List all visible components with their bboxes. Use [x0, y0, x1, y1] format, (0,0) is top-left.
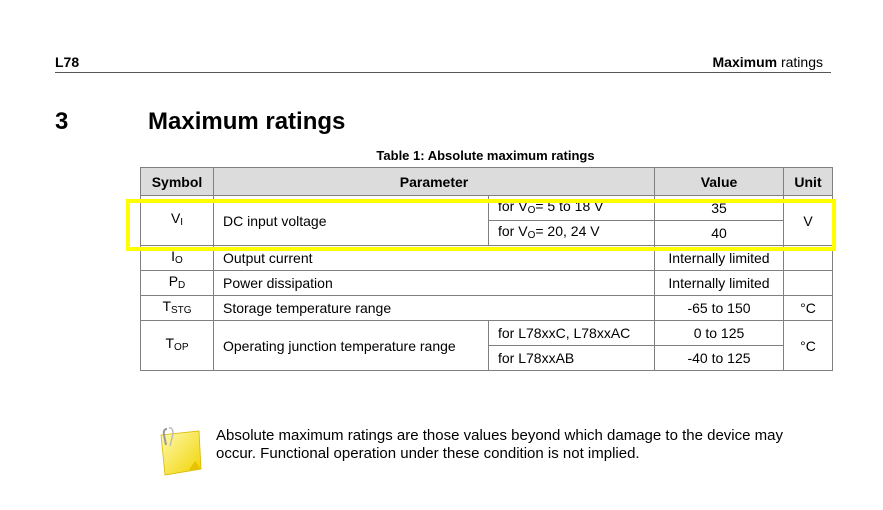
- sticky-note-icon: [155, 425, 205, 477]
- header-rule: [55, 72, 831, 73]
- section-title: Maximum ratings: [148, 108, 346, 135]
- unit-cell: [783, 270, 833, 296]
- table-row: TSTG Storage temperature range -65 to 15…: [140, 295, 833, 321]
- document-id: L78: [55, 54, 80, 70]
- value-cell: -65 to 150: [654, 295, 784, 321]
- ratings-table: Symbol Parameter Value Unit VI DC input …: [140, 167, 833, 371]
- value-cell: 0 to 125: [654, 320, 784, 346]
- symbol-cell: TSTG: [140, 295, 214, 321]
- table-row: for L78xxAB -40 to 125: [141, 345, 833, 371]
- parameter-cell: Storage temperature range: [213, 295, 655, 321]
- condition-cell: for L78xxC, L78xxAC: [488, 320, 655, 346]
- unit-cell: V: [783, 195, 833, 246]
- value-cell: -40 to 125: [654, 345, 784, 371]
- condition-cell: for L78xxAB: [488, 345, 655, 371]
- parameter-cell: Power dissipation: [213, 270, 655, 296]
- symbol-cell: VI: [140, 195, 214, 246]
- col-unit: Unit: [783, 167, 833, 196]
- note-text: Absolute maximum ratings are those value…: [216, 427, 783, 462]
- table-row: PD Power dissipation Internally limited: [140, 270, 833, 296]
- running-header-bold: Maximum: [712, 54, 778, 70]
- running-header: Maximum ratings: [713, 54, 824, 70]
- running-header-rest: ratings: [777, 54, 823, 70]
- table-row: TOP Operating junction temperature range…: [140, 320, 833, 371]
- table-caption: Table 1: Absolute maximum ratings: [376, 148, 595, 163]
- parameter-cell: Operating junction temperature range: [213, 320, 489, 371]
- value-cell: Internally limited: [654, 270, 784, 296]
- symbol-cell: PD: [140, 270, 214, 296]
- col-parameter: Parameter: [213, 167, 655, 196]
- parameter-cell: DC input voltage: [213, 195, 489, 246]
- col-value: Value: [654, 167, 784, 196]
- symbol-cell: TOP: [140, 320, 214, 371]
- unit-cell: °C: [783, 295, 833, 321]
- unit-cell: °C: [783, 320, 833, 371]
- section-number: 3: [55, 108, 69, 135]
- highlight-box: [126, 199, 836, 251]
- value-cell: 40: [654, 220, 784, 246]
- col-symbol: Symbol: [140, 167, 214, 196]
- table-header-row: Symbol Parameter Value Unit: [140, 167, 833, 196]
